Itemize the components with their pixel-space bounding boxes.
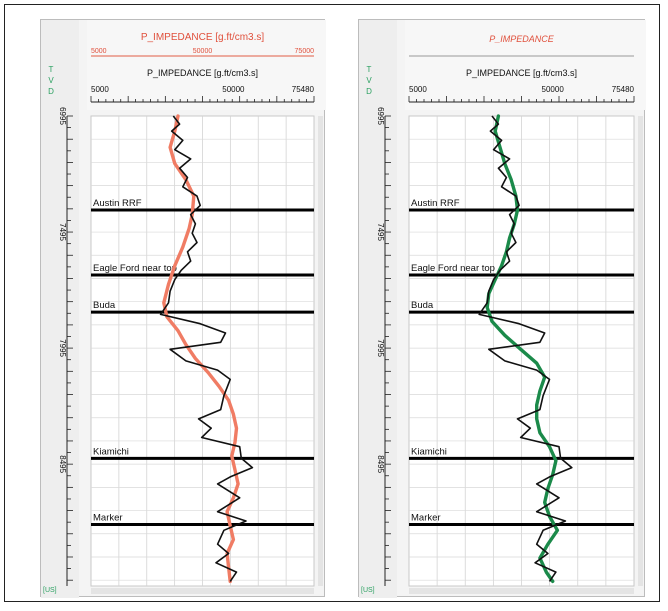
figure-frame: P_IMPEDANCE [g.ft/cm3.s] 5000 50000 75000 P_… <box>4 4 660 602</box>
chart0-scale-max-label: 75000 <box>295 48 315 55</box>
chart0-scale-min-label: 5000 <box>91 48 107 55</box>
chart1-y-axis-label-letter: T <box>367 65 372 74</box>
well-log-panel-right: P_IMPEDANCE P_IMPEDANCE [g.ft/cm3.s] 5000 5… <box>358 19 646 598</box>
chart0-header-area <box>87 20 326 110</box>
chart0-y-tick-label: 7995 <box>58 339 67 357</box>
chart0-title: P_IMPEDANCE [g.ft/cm3.s] <box>141 32 265 43</box>
well-log-panel-left: P_IMPEDANCE [g.ft/cm3.s] 5000 50000 75000 P_… <box>40 19 326 598</box>
chart1-x-tick-label: 50000 <box>542 85 565 94</box>
chart0-h-scrollbar-track <box>91 588 314 594</box>
chart0-formation-label: Eagle Ford near top <box>93 263 177 274</box>
chart1-x-tick-label: 5000 <box>409 85 427 94</box>
chart1-title: P_IMPEDANCE <box>489 34 555 44</box>
chart1-formation-label: Austin RRF <box>411 198 460 209</box>
chart0-y-tick-label: 7495 <box>58 223 67 241</box>
chart0-units-label: [US] <box>43 587 57 594</box>
chart1-units-label: [US] <box>361 587 375 594</box>
chart1-y-tick-label: 7995 <box>376 339 385 357</box>
chart0-scale-mid-label: 50000 <box>193 48 213 55</box>
chart0-formation-label: Kiamichi <box>93 446 129 457</box>
chart1-y-axis-label-letter: V <box>366 76 372 85</box>
well-log-chart-right: P_IMPEDANCE P_IMPEDANCE [g.ft/cm3.s] 5000 5… <box>359 20 646 598</box>
chart0-formation-label: Buda <box>93 300 116 311</box>
chart0-y-axis-label-letter: V <box>48 76 54 85</box>
chart1-formation-label: Marker <box>411 512 441 523</box>
chart0-y-tick-label: 6995 <box>58 107 67 125</box>
well-log-chart-left: P_IMPEDANCE [g.ft/cm3.s] 5000 50000 75000 P_… <box>41 20 326 598</box>
chart0-y-tick-label: 8495 <box>58 455 67 473</box>
chart1-formation-label: Kiamichi <box>411 446 447 457</box>
chart1-y-axis-label-letter: D <box>366 87 372 96</box>
chart1-y-tick-label: 8495 <box>376 455 385 473</box>
chart1-measured-log-curve <box>478 115 573 582</box>
chart1-x-tick-label: 75480 <box>612 85 635 94</box>
chart1-formation-label: Eagle Ford near top <box>411 263 495 274</box>
chart0-x-tick-label: 75480 <box>292 85 315 94</box>
chart0-measured-log-curve <box>159 115 254 582</box>
chart1-formation-label: Buda <box>411 300 434 311</box>
chart1-y-tick-label: 7495 <box>376 223 385 241</box>
chart1-y-tick-label: 6995 <box>376 107 385 125</box>
chart0-x-axis-label: P_IMPEDANCE [g.ft/cm3.s] <box>147 68 258 78</box>
chart1-header-area <box>405 20 646 110</box>
chart0-y-axis-label-letter: T <box>49 65 54 74</box>
chart0-x-tick-label: 50000 <box>222 85 245 94</box>
chart1-scrollbar-track <box>638 116 643 586</box>
chart1-x-axis-label: P_IMPEDANCE [g.ft/cm3.s] <box>466 68 577 78</box>
chart0-y-axis-label-letter: D <box>48 87 54 96</box>
chart1-model-curve <box>485 114 560 584</box>
chart0-scrollbar-track <box>318 116 323 586</box>
chart0-formation-label: Marker <box>93 512 123 523</box>
chart0-x-tick-label: 5000 <box>91 85 109 94</box>
chart0-formation-label: Austin RRF <box>93 198 142 209</box>
chart1-h-scrollbar-track <box>409 588 634 594</box>
